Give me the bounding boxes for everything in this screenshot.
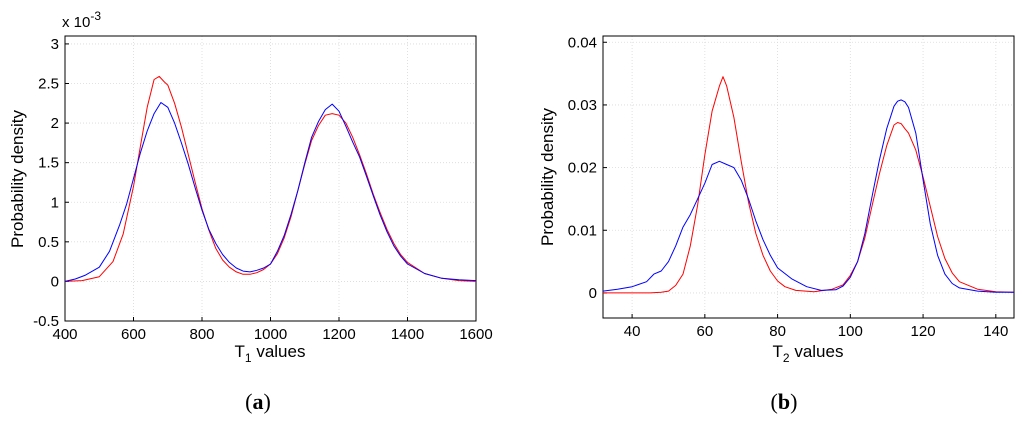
y-tick-label: 1: [51, 194, 59, 211]
y-tick-label: 1.5: [38, 155, 59, 172]
y-tick-label: 0.03: [568, 97, 597, 114]
y-multiplier-a: x 10-3: [62, 9, 101, 31]
grid-a: [65, 36, 476, 322]
x-tick-label: 1000: [254, 326, 287, 343]
y-tick-label: 0.01: [568, 222, 597, 239]
y-tick-label: 0.02: [568, 160, 597, 177]
y-tick-label: 2.5: [38, 76, 59, 93]
y-ticks-a: -0.5 0 0.5 1 1.5 2 2.5 3: [33, 36, 69, 330]
series-line-a-red: [64, 75, 477, 282]
y-tick-label: 0.5: [38, 234, 59, 251]
x-ticks-b: 40 60 80 100 120 140: [624, 314, 1008, 340]
series-line-a-blue: [64, 102, 477, 282]
x-tick-label: 40: [624, 323, 641, 340]
grid-b: [603, 36, 1014, 318]
x-tick-label: 120: [911, 323, 936, 340]
y-ticks-b: 0 0.01 0.02 0.03 0.04: [568, 34, 607, 302]
x-tick-label: 80: [769, 323, 786, 340]
y-tick-label: 2: [51, 115, 59, 132]
y-tick-label: 0: [51, 273, 59, 290]
x-axis-label-b: T2 values: [773, 342, 844, 365]
caption-b: (b): [771, 389, 798, 414]
y-tick-label: -0.5: [33, 313, 59, 330]
x-tick-label: 600: [121, 326, 146, 343]
y-tick-label: 0.04: [568, 34, 597, 51]
x-tick-label: 800: [189, 326, 214, 343]
x-tick-label: 1400: [391, 326, 424, 343]
x-tick-label: 60: [696, 323, 713, 340]
caption-a: (a): [245, 389, 271, 414]
x-tick-label: 400: [52, 326, 77, 343]
x-tick-label: 100: [838, 323, 863, 340]
x-ticks-a: 400 600 800 1000 1200 1400 1600: [52, 317, 493, 343]
panel-a: -0.5 0 0.5 1 1.5 2 2.5 3 400 600 800 1000 1200 1400 1…: [8, 9, 493, 414]
plot-frame-b: [602, 35, 1015, 319]
y-axis-label-a: Probability density: [8, 110, 27, 248]
y-tick-label: 3: [51, 36, 59, 53]
x-tick-label: 1600: [459, 326, 492, 343]
series-group-a: [64, 75, 477, 282]
y-tick-label: 0: [589, 285, 597, 302]
series-group-b: [602, 76, 1015, 294]
panel-b: 0 0.01 0.02 0.03 0.04 40 60 80 100 120 140 Probab…: [538, 34, 1015, 414]
y-axis-label-b: Probability density: [538, 108, 557, 246]
x-tick-label: 140: [983, 323, 1008, 340]
series-line-b-blue: [602, 99, 1014, 293]
x-axis-label-a: T1 values: [235, 342, 306, 365]
x-tick-label: 1200: [322, 326, 355, 343]
series-line-b-red: [603, 76, 1015, 294]
